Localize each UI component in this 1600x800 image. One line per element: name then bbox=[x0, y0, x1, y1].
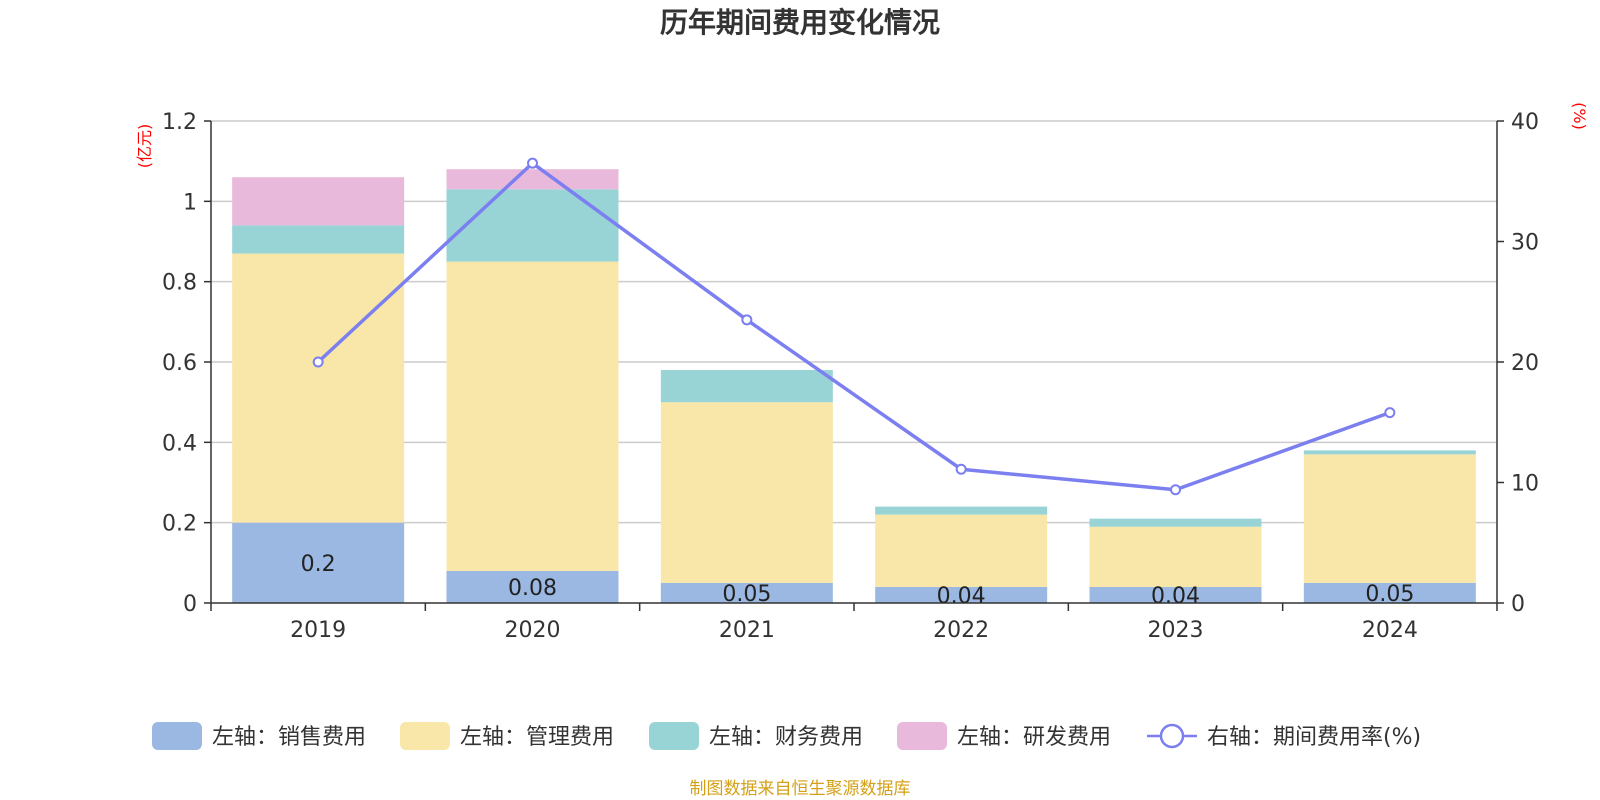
left-axis-unit: (亿元) bbox=[135, 124, 154, 169]
legend-swatch bbox=[897, 722, 947, 750]
bar-series: 0.20.08 0.05 0.04 0.04 0.05 bbox=[232, 169, 1476, 609]
chart-title: 历年期间费用变化情况 bbox=[660, 6, 940, 39]
bar-segment bbox=[875, 514, 1048, 587]
x-tick-label: 2023 bbox=[1148, 618, 1204, 643]
legend-marker bbox=[1159, 723, 1185, 749]
grid-lines bbox=[211, 120, 1497, 524]
bar-segment bbox=[660, 402, 833, 583]
x-tick-label: 2019 bbox=[290, 618, 346, 643]
source-note: 制图数据来自恒生聚源数据库 bbox=[690, 779, 911, 799]
bar-segment bbox=[1303, 450, 1476, 455]
bar-segment bbox=[1303, 582, 1476, 603]
bar-segment bbox=[1303, 454, 1476, 583]
left-tick-label: 1.2 bbox=[162, 110, 197, 135]
left-tick-label: 0.2 bbox=[162, 512, 197, 537]
bar-data-label: 0.2 bbox=[301, 552, 336, 577]
bar-segment bbox=[446, 261, 619, 571]
left-tick-label: 0.4 bbox=[162, 431, 197, 456]
right-tick-label: 40 bbox=[1511, 110, 1539, 135]
bar-segment bbox=[1089, 526, 1262, 587]
legend-swatch bbox=[649, 722, 699, 750]
left-tick-label: 0.6 bbox=[162, 351, 197, 376]
x-tick-label: 2020 bbox=[505, 618, 561, 643]
rate-point bbox=[1170, 484, 1181, 496]
bar-segment bbox=[232, 225, 405, 254]
bar-segment bbox=[1089, 518, 1262, 527]
bar-data-label: 0.04 bbox=[937, 584, 986, 609]
x-tick-label: 2022 bbox=[933, 618, 989, 643]
bar-segment bbox=[1089, 586, 1262, 603]
legend-swatch bbox=[400, 722, 450, 750]
rate-line bbox=[316, 161, 1391, 492]
right-tick-label: 10 bbox=[1511, 472, 1539, 497]
left-tick-label: 0.8 bbox=[162, 271, 197, 296]
bar-data-label: 0.04 bbox=[1151, 584, 1200, 609]
right-tick-label: 20 bbox=[1511, 351, 1539, 376]
legend-swatch bbox=[152, 722, 202, 750]
right-tick-label: 30 bbox=[1511, 231, 1539, 256]
bar-data-label: 0.08 bbox=[508, 576, 557, 601]
right-axis-unit: (%) bbox=[1570, 102, 1589, 130]
left-tick-label: 0 bbox=[183, 592, 197, 617]
line-series bbox=[312, 157, 1396, 496]
bar-segment bbox=[232, 522, 405, 603]
right-tick-label: 0 bbox=[1511, 592, 1525, 617]
rate-point bbox=[955, 463, 967, 475]
left-tick-label: 1 bbox=[183, 190, 197, 215]
bar-segment bbox=[446, 169, 619, 190]
bar-segment bbox=[660, 370, 833, 403]
rate-point bbox=[741, 314, 753, 326]
bar-segment bbox=[875, 586, 1048, 603]
x-tick-label: 2021 bbox=[719, 618, 775, 643]
legend-label: 左轴：财务费用 bbox=[709, 725, 863, 750]
legend-label: 左轴：销售费用 bbox=[212, 725, 366, 750]
legend: 左轴：销售费用 左轴：管理费用 左轴：财务费用 左轴：研发费用 右轴：期间费用率(%) bbox=[152, 722, 1421, 750]
bar-segment bbox=[232, 177, 405, 226]
bar-segment bbox=[446, 570, 619, 603]
x-tick-label: 2024 bbox=[1362, 618, 1418, 643]
legend-label: 左轴：管理费用 bbox=[460, 725, 614, 750]
rate-point bbox=[312, 356, 324, 368]
bar-segment bbox=[660, 582, 833, 603]
bar-segment bbox=[875, 506, 1048, 515]
rate-point bbox=[1384, 407, 1396, 419]
bar-segment bbox=[446, 189, 619, 262]
legend-label: 左轴：研发费用 bbox=[957, 725, 1111, 750]
legend-label: 右轴：期间费用率(%) bbox=[1207, 725, 1421, 750]
axes: 0 0.2 0.4 0.6 0.8 1 1.2 0 10 20 30 40 2019 2020 2021 20… bbox=[162, 110, 1539, 643]
bar-segment bbox=[232, 253, 405, 523]
rate-point bbox=[527, 157, 538, 169]
